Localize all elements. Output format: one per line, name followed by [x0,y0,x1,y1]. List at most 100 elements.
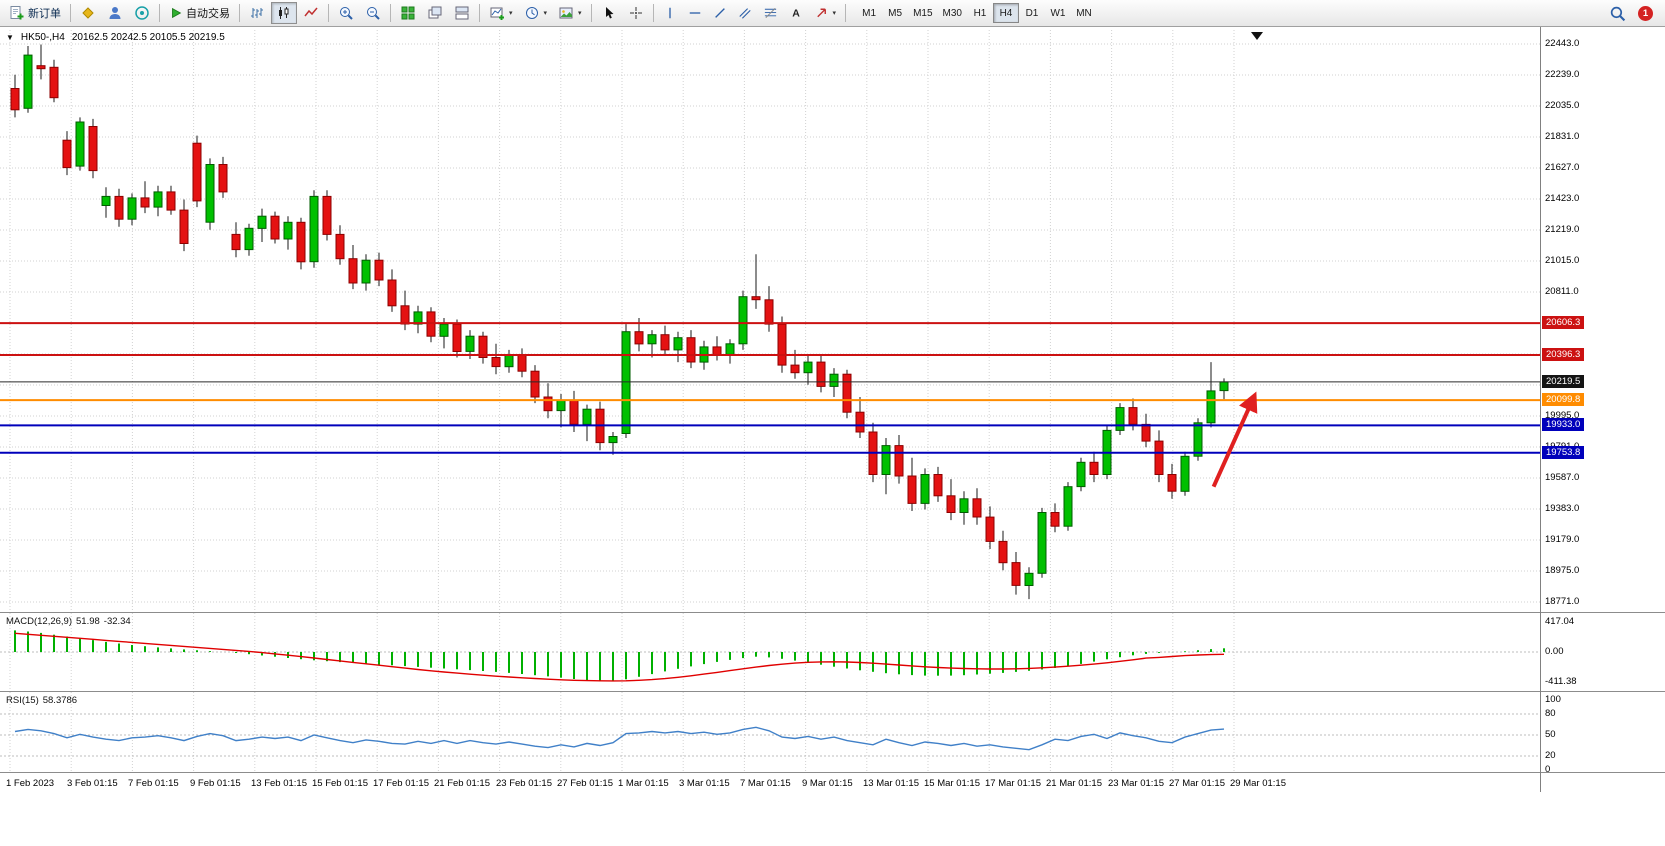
candle[interactable] [985,516,995,542]
candle[interactable] [530,370,540,398]
rsi-panel[interactable] [0,692,1540,772]
templates-button[interactable]: ▾ [553,2,587,24]
candle[interactable] [75,121,85,167]
timeframe-m1-button[interactable]: M1 [856,3,882,23]
candle[interactable] [582,408,592,425]
candle[interactable] [855,411,865,433]
candle[interactable] [816,361,826,387]
candle[interactable] [62,139,72,169]
one-click-trading-toggle[interactable]: ▼ [6,33,14,42]
candle[interactable] [738,296,748,345]
candle[interactable] [764,299,774,325]
candle[interactable] [751,296,761,301]
zoom-in-button[interactable] [333,2,359,24]
price-axis[interactable]: 22443.0 22239.0 22035.0 21831.0 21627.0 21423… [1541,0,1665,846]
candle[interactable] [231,233,241,251]
timeframe-w1-button[interactable]: W1 [1045,3,1071,23]
candle[interactable] [192,142,202,202]
candle[interactable] [1128,407,1138,425]
candle[interactable] [1037,512,1047,574]
candle[interactable] [270,215,280,240]
candle[interactable] [569,399,579,425]
candle[interactable] [491,357,501,368]
candle[interactable] [23,54,33,109]
fibonacci-button[interactable] [758,2,783,24]
candle[interactable] [10,88,20,111]
text-label-button[interactable]: A [784,2,808,24]
candle[interactable] [907,475,917,504]
main-chart[interactable] [0,30,1540,612]
candle[interactable] [842,373,852,413]
candle[interactable] [140,197,150,208]
candle[interactable] [920,474,930,504]
channel-button[interactable] [733,2,757,24]
candle[interactable] [1024,572,1034,586]
autotrading-button[interactable]: 自动交易 [164,2,235,24]
candle[interactable] [244,227,254,251]
candle[interactable] [1115,407,1125,431]
candle[interactable] [374,259,384,281]
candle[interactable] [166,191,176,211]
candle[interactable] [894,445,904,477]
candle[interactable] [517,354,527,372]
annotation-arrow[interactable] [1211,391,1258,488]
candle[interactable] [634,331,644,345]
periods-button[interactable]: ▾ [519,2,553,24]
candle[interactable] [881,445,891,476]
candle[interactable] [686,337,696,363]
candle[interactable] [452,323,462,353]
timeframe-h4-button[interactable]: H4 [992,3,1019,23]
horizontal-line-button[interactable] [683,2,707,24]
candle[interactable] [348,258,358,284]
candle[interactable] [153,191,163,208]
candle[interactable] [933,474,943,497]
time-axis[interactable]: 1 Feb 2023 3 Feb 01:15 7 Feb 01:15 9 Feb 01… [0,775,1540,793]
candle[interactable] [1063,486,1073,527]
candle[interactable] [101,195,111,206]
candle[interactable] [1050,512,1060,527]
candle[interactable] [829,373,839,387]
candle[interactable] [1180,455,1190,492]
zoom-out-button[interactable] [360,2,386,24]
candle[interactable] [1206,390,1216,424]
candle[interactable] [972,498,982,518]
timeframe-m15-button[interactable]: M15 [908,3,937,23]
candle[interactable] [296,221,306,263]
candle[interactable] [361,259,371,284]
candle[interactable] [335,233,345,260]
candle[interactable] [998,540,1008,564]
candle[interactable] [114,195,124,220]
candle[interactable] [803,361,813,374]
candle[interactable] [725,343,735,355]
timeframe-m5-button[interactable]: M5 [882,3,908,23]
candle[interactable] [49,66,59,99]
candle[interactable] [439,323,449,337]
arrows-tool-button[interactable]: ▾ [809,2,842,24]
candle[interactable] [673,337,683,351]
candle[interactable] [387,279,397,307]
candle[interactable] [478,335,488,359]
candle[interactable] [179,209,189,245]
candle[interactable] [647,334,657,345]
candle[interactable] [1193,422,1203,457]
macd-panel[interactable] [0,613,1540,691]
candle[interactable] [400,305,410,325]
candle[interactable] [205,164,215,223]
market-watch-button[interactable] [75,2,101,24]
timeframe-m30-button[interactable]: M30 [938,3,967,23]
cascade-windows-button[interactable] [422,2,448,24]
new-order-button[interactable]: 新订单 [4,2,66,24]
terminal-button[interactable] [129,2,155,24]
panel-separator[interactable] [0,691,1665,692]
new-chart-button[interactable]: ▾ [484,2,518,24]
line-chart-button[interactable] [298,2,324,24]
candle[interactable] [504,354,514,368]
notification-badge[interactable]: 1 [1638,5,1653,21]
timeframe-d1-button[interactable]: D1 [1019,3,1045,23]
candle[interactable] [1167,474,1177,492]
vertical-line-button[interactable] [658,2,682,24]
candle[interactable] [608,436,618,444]
timeframe-mn-button[interactable]: MN [1071,3,1097,23]
panel-separator[interactable] [0,612,1665,613]
candle[interactable] [88,126,98,172]
